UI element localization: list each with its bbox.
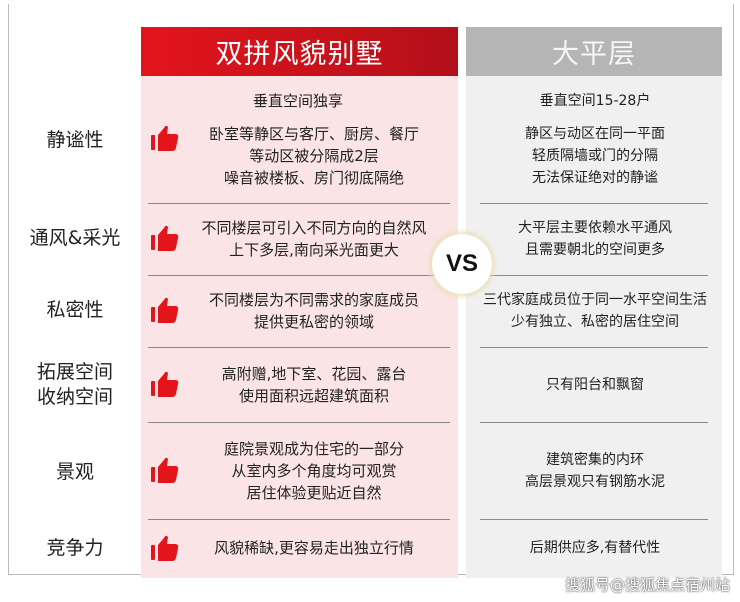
divider: [148, 519, 450, 520]
thumbs-up-icon: [151, 371, 179, 397]
thumbs-up-icon: [151, 125, 179, 151]
villa-subheading: 垂直空间独享: [252, 92, 343, 110]
villa-column: [141, 27, 458, 578]
row-label: 景观: [55, 461, 94, 483]
villa-cell: 庭院景观成为住宅的一部分 从室内多个角度均可观赏 居住体验更贴近自然: [223, 439, 404, 502]
row-label: 私密性: [46, 299, 104, 321]
row-label: 竞争力: [46, 537, 104, 559]
flat-header: 大平层: [466, 27, 722, 76]
villa-cell: 风貌稀缺,更容易走出独立行情: [214, 539, 414, 557]
row-label: 静谧性: [46, 129, 104, 151]
flat-cell: 静区与动区在同一平面 轻质隔墙或门的分隔 无法保证绝对的静谧: [525, 126, 665, 186]
thumbs-up-icon: [151, 225, 179, 251]
villa-cell: 不同楼层可引入不同方向的自然风 上下多层,南向采光面更大: [201, 219, 427, 259]
thumbs-up-icon: [151, 297, 179, 323]
flat-cell: 只有阳台和飘窗: [546, 376, 644, 393]
villa-cell: 卧室等静区与客厅、厨房、餐厅 等动区被分隔成2层 噪音被楼板、房门彻底隔绝: [208, 125, 419, 187]
divider: [480, 422, 708, 423]
thumbs-up-icon: [151, 535, 179, 561]
flat-subheading: 垂直空间15-28户: [539, 93, 651, 109]
vs-badge: VS: [432, 234, 492, 294]
villa-header: 双拼风貌别墅: [141, 27, 458, 76]
divider: [148, 203, 450, 204]
flat-cell: 大平层主要依赖水平通风 且需要朝北的空间更多: [518, 220, 672, 258]
row-label: 拓展空间 收纳空间: [36, 361, 113, 408]
divider: [148, 422, 450, 423]
villa-cell: 高附赠,地下室、花园、露台 使用面积远超建筑面积: [221, 364, 407, 405]
villa-cell: 不同楼层为不同需求的家庭成员 提供更私密的领域: [208, 291, 419, 331]
flat-column: [466, 27, 722, 578]
divider: [148, 275, 450, 276]
divider: [148, 347, 450, 348]
flat-cell: 建筑密集的内环 高层景观只有钢筋水泥: [525, 451, 665, 490]
thumbs-up-icon: [151, 457, 179, 483]
row-label: 通风&采光: [29, 227, 121, 249]
divider: [480, 347, 708, 348]
divider: [480, 519, 708, 520]
flat-cell: 三代家庭成员位于同一水平空间生活 少有独立、私密的居住空间: [483, 292, 707, 330]
flat-cell: 后期供应多,有替代性: [529, 540, 661, 556]
divider: [480, 275, 708, 276]
watermark: 搜狐号@搜狐焦点宿州站: [564, 576, 730, 594]
divider: [480, 203, 708, 204]
